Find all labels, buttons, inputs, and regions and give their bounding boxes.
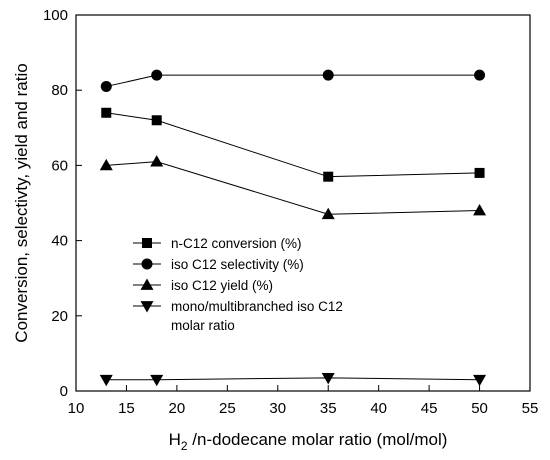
legend-marker [140, 301, 154, 313]
data-point [321, 372, 335, 385]
x-axis-title-subscript: 2 [181, 439, 188, 453]
plot-frame [75, 14, 531, 392]
plot-border [75, 14, 531, 392]
data-point [321, 207, 335, 220]
data-point [101, 107, 112, 118]
y-axis-title: Conversion, selectivty, yield and ratio [12, 63, 31, 342]
x-tick-label: 55 [522, 400, 539, 417]
data-point [100, 80, 112, 92]
data-point [474, 69, 486, 81]
data-point [322, 69, 334, 81]
data-point [150, 374, 164, 387]
y-tick-label: 80 [51, 82, 68, 99]
x-axis-title-prefix: H [169, 430, 181, 449]
data-point [151, 115, 162, 126]
y-tick-label: 60 [51, 157, 68, 174]
series-line [106, 74, 480, 87]
x-axis-title: H2 /n-dodecane molar ratio (mol/mol) [169, 430, 448, 453]
x-tick-label: 15 [118, 400, 135, 417]
x-tick-label: 10 [68, 400, 85, 417]
series-line [106, 161, 480, 215]
series-layer [99, 69, 487, 387]
series-1 [101, 107, 485, 182]
x-tick-label: 50 [471, 400, 488, 417]
x-tick-label: 25 [219, 400, 236, 417]
y-tick-label: 40 [51, 233, 68, 250]
y-axis-ticks: 0 20 40 60 80 100 [43, 7, 82, 400]
x-tick-label: 35 [320, 400, 337, 417]
y-tick-label: 100 [43, 7, 68, 24]
series-4 [99, 372, 487, 387]
legend-label: mono/multibranched iso C12 [171, 299, 343, 314]
data-point [99, 158, 113, 171]
series-line [106, 112, 480, 178]
y-tick-label: 20 [51, 308, 68, 325]
x-tick-label: 40 [370, 400, 387, 417]
data-point [474, 167, 485, 178]
legend-label: iso C12 yield (%) [171, 278, 273, 293]
x-tick-label: 45 [421, 400, 438, 417]
x-axis-title-suffix: /n-dodecane molar ratio (mol/mol) [188, 430, 448, 449]
legend-marker [142, 238, 152, 248]
data-point [150, 155, 164, 167]
data-point [323, 171, 334, 182]
legend-label: iso C12 selectivity (%) [171, 257, 304, 272]
x-axis-ticks: 10 15 20 25 30 35 40 45 50 55 [68, 385, 539, 417]
series-3 [99, 155, 487, 220]
data-point [151, 69, 163, 81]
data-point [99, 374, 113, 387]
data-point [473, 374, 487, 387]
legend-item: n-C12 conversion (%) [133, 236, 302, 251]
legend-marker [141, 258, 153, 270]
x-tick-label: 30 [269, 400, 286, 417]
legend: n-C12 conversion (%) iso C12 selectivity … [133, 236, 343, 333]
legend-label-line2: molar ratio [171, 318, 235, 333]
legend-item: iso C12 yield (%) [133, 278, 273, 293]
legend-marker [140, 278, 154, 290]
y-tick-label: 0 [60, 383, 68, 400]
data-point [473, 204, 487, 216]
legend-item: mono/multibranched iso C12 molar ratio [133, 299, 343, 333]
series-line [106, 377, 480, 381]
x-tick-label: 20 [169, 400, 186, 417]
legend-item: iso C12 selectivity (%) [133, 257, 304, 272]
series-2 [100, 69, 486, 92]
legend-label: n-C12 conversion (%) [171, 236, 302, 251]
